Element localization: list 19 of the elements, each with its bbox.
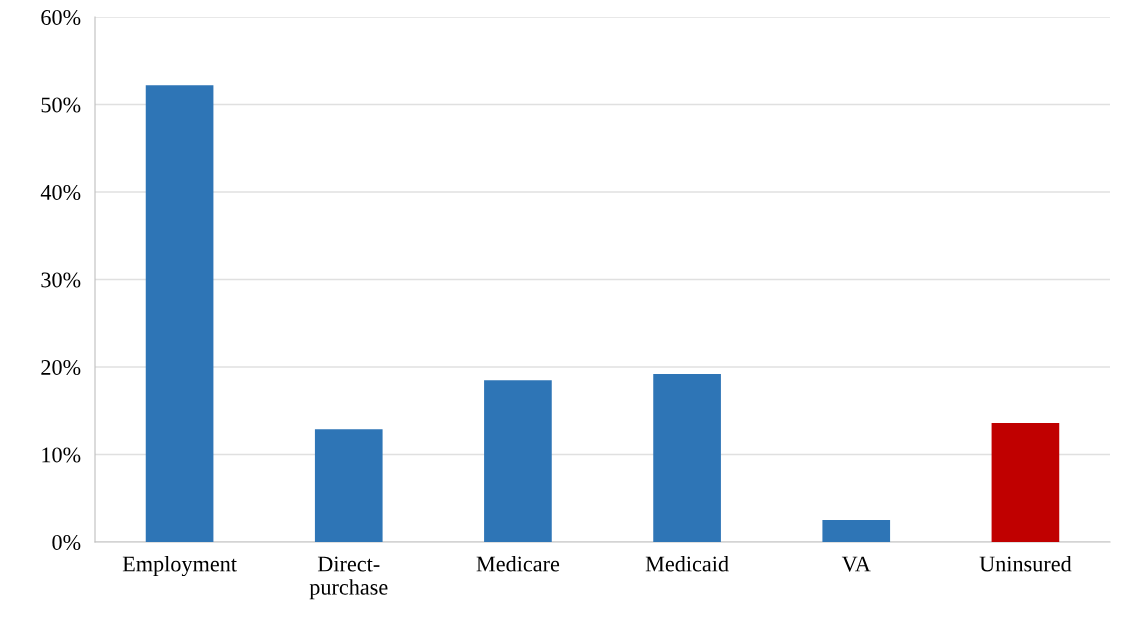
y-tick-label: 40% xyxy=(40,184,81,200)
y-tick-label: 60% xyxy=(41,9,81,25)
y-tick-label: 50% xyxy=(41,97,81,113)
bar xyxy=(822,520,891,542)
y-tick-label: 30% xyxy=(41,272,81,288)
y-tick-label: 10% xyxy=(42,447,81,463)
y-tick-label: 20% xyxy=(41,359,81,375)
bar xyxy=(484,380,552,542)
bar xyxy=(653,374,721,542)
x-tick-label: Medicare xyxy=(476,555,560,572)
y-tick-label: 0% xyxy=(52,534,81,550)
x-tick-label: Medicaid xyxy=(645,555,729,572)
x-tick-label: VA xyxy=(841,556,871,572)
x-tick-label: Direct- purchase xyxy=(309,556,388,600)
x-tick-label: Uninsured xyxy=(979,555,1072,572)
bar xyxy=(991,423,1060,542)
bar xyxy=(314,429,383,542)
x-tick-label: Employment xyxy=(122,555,237,577)
bar xyxy=(145,85,214,542)
